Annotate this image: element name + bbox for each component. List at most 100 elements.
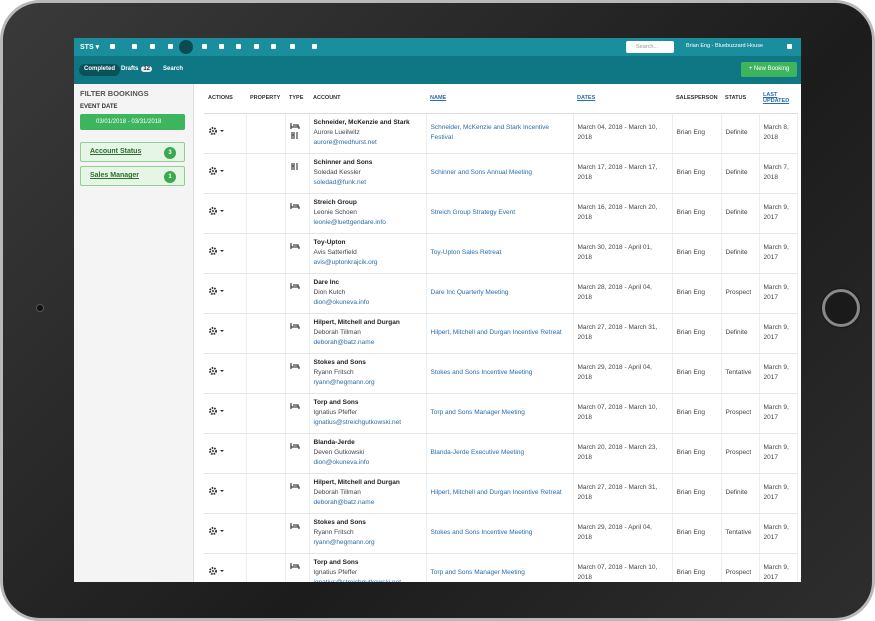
nav-icon[interactable] xyxy=(254,44,259,49)
booking-name[interactable]: Stokes and Sons Incentive Meeting xyxy=(426,352,574,394)
actions-menu[interactable] xyxy=(208,166,230,176)
contact-email[interactable]: ignatius@streichgutkowski.net xyxy=(313,419,402,426)
status: Definite xyxy=(721,232,760,274)
property-cell xyxy=(246,152,286,194)
filter-count: 3 xyxy=(164,147,176,159)
actions-menu[interactable] xyxy=(208,326,230,336)
booking-name[interactable]: Blanda-Jerde Executive Meeting xyxy=(426,432,574,474)
contact-email[interactable]: dion@okuneva.info xyxy=(313,299,370,306)
contact-email[interactable]: avis@uptonkrajcik.org xyxy=(313,259,378,266)
booking-row: Hilpert, Mitchell and Durgan Deborah Till… xyxy=(204,312,798,354)
contact-email[interactable]: deborah@batz.name xyxy=(313,499,375,506)
account-name: Schinner and Sons xyxy=(313,159,373,166)
top-nav: STS ▾ Search... Brian Eng - Bluebuzzard … xyxy=(74,38,801,56)
settings-icon[interactable] xyxy=(787,44,792,49)
actions-menu[interactable] xyxy=(208,406,230,416)
column-header[interactable]: NAME xyxy=(426,84,573,114)
booking-row: Schneider, McKenzie and Stark Aurore Luei… xyxy=(204,112,798,154)
filter[interactable]: Sales Manager 1 xyxy=(80,166,185,186)
contact-email[interactable]: leonie@luettgendare.info xyxy=(313,219,386,226)
column-header[interactable]: LAST UPDATED xyxy=(759,84,797,114)
search-box[interactable]: Search... xyxy=(626,41,674,53)
booking-name[interactable]: Schinner and Sons Annual Meeting xyxy=(426,152,574,194)
column-header: ACTIONS xyxy=(204,84,246,114)
booking-dates: March 07, 2018 - March 10, 2018 xyxy=(573,392,673,434)
booking-name[interactable]: Stokes and Sons Incentive Meeting xyxy=(426,512,574,554)
contact-email[interactable]: soledad@funk.net xyxy=(313,179,367,186)
account-cell: Dare Inc Dion Kutch dion@okuneva.info xyxy=(309,272,427,314)
type-cell xyxy=(285,312,310,354)
booking-row: Stokes and Sons Ryann Fritsch ryann@hegman… xyxy=(204,512,798,554)
nav-icon[interactable] xyxy=(290,44,295,49)
contact-name: Avis Satterfield xyxy=(313,249,357,256)
account-name: Torp and Sons xyxy=(313,559,359,566)
contact-email[interactable]: ryann@hegmann.org xyxy=(313,379,375,386)
nav-icon[interactable] xyxy=(271,44,276,49)
nav-icon[interactable] xyxy=(236,44,241,49)
column-header[interactable]: DATES xyxy=(573,84,672,114)
property-cell xyxy=(246,392,286,434)
actions-menu[interactable] xyxy=(208,446,230,456)
booking-dates: March 29, 2018 - April 04, 2018 xyxy=(573,512,673,554)
last-updated: March 9, 2017 xyxy=(759,312,798,354)
actions-menu[interactable] xyxy=(208,486,230,496)
nav-icon[interactable] xyxy=(312,44,317,49)
tab[interactable]: Completed xyxy=(79,64,121,76)
nav-icon[interactable] xyxy=(150,44,155,49)
contact-email[interactable]: ryann@hegmann.org xyxy=(313,539,375,546)
booking-name[interactable]: Dare Inc Quarterly Meeting xyxy=(426,272,574,314)
contact-name: Soledad Kessler xyxy=(313,169,361,176)
actions-menu[interactable] xyxy=(208,206,230,216)
account-name: Hilpert, Mitchell and Durgan xyxy=(313,319,400,326)
property-cell xyxy=(246,232,286,274)
tab[interactable]: Search xyxy=(163,66,184,72)
brand[interactable]: STS ▾ xyxy=(80,44,100,51)
booking-name[interactable]: Hilpert, Mitchell and Durgan Incentive R… xyxy=(426,472,574,514)
contact-email[interactable]: dion@okuneva.info xyxy=(313,459,370,466)
actions-menu[interactable] xyxy=(208,246,230,256)
filter[interactable]: Account Status 3 xyxy=(80,142,185,162)
nav-icon[interactable] xyxy=(168,44,173,49)
nav-icon[interactable] xyxy=(202,44,207,49)
actions-menu[interactable] xyxy=(208,126,230,136)
date-range-button[interactable]: 03/01/2018 - 03/31/2018 xyxy=(80,114,185,130)
nav-icon[interactable] xyxy=(132,44,137,49)
salesperson: Brian Eng xyxy=(672,552,722,582)
booking-name[interactable]: Torp and Sons Manager Meeting xyxy=(426,392,574,434)
contact-email[interactable]: ignatius@streichgutkowski.net xyxy=(314,578,422,582)
nav-icon[interactable] xyxy=(110,44,115,49)
actions-menu[interactable] xyxy=(208,526,230,536)
home-button[interactable] xyxy=(822,289,860,327)
user-menu[interactable]: Brian Eng - Bluebuzzard House xyxy=(686,43,764,49)
header-row: ACTIONS PROPERTY TYPE ACCOUNT NAME DATES SALES… xyxy=(204,84,797,114)
actions-menu[interactable] xyxy=(208,566,230,576)
actions-menu[interactable] xyxy=(208,366,230,376)
tab[interactable]: Drafts 12 xyxy=(116,64,157,76)
booking-name[interactable]: Toy-Upton Sales Retreat xyxy=(426,232,574,274)
account-line: Hilpert, Mitchell and Durgan xyxy=(314,478,422,488)
booking-dates: March 07, 2018 - March 10, 2018 xyxy=(573,552,673,582)
booking-name[interactable]: Schneider, McKenzie and Stark Incentive … xyxy=(426,112,574,154)
new-booking-button[interactable]: + New Booking xyxy=(741,62,797,77)
account-name: Stokes and Sons xyxy=(313,519,366,526)
nav-icon[interactable] xyxy=(219,44,224,49)
actions-menu[interactable] xyxy=(208,286,230,296)
contact-email[interactable]: deborah@batz.name xyxy=(313,339,375,346)
contact-email[interactable]: aurore@medhurst.net xyxy=(313,139,377,146)
contact-name: Dion Kutch xyxy=(313,289,346,296)
actions-cell xyxy=(204,472,247,514)
booking-name[interactable]: Torp and Sons Manager Meeting xyxy=(426,552,574,582)
booking-name[interactable]: Streich Group Strategy Event xyxy=(426,192,574,234)
camera xyxy=(36,304,44,312)
nav-icon-active[interactable] xyxy=(179,40,193,54)
type-cell xyxy=(285,352,310,394)
actions-cell xyxy=(204,512,247,554)
account-line: Hilpert, Mitchell and Durgan xyxy=(314,318,422,328)
actions-cell xyxy=(204,272,247,314)
booking-dates: March 28, 2018 - April 04, 2018 xyxy=(573,272,673,314)
booking-name[interactable]: Hilpert, Mitchell and Durgan Incentive R… xyxy=(426,312,574,354)
contact-name: Ignatius Pfeffer xyxy=(313,569,358,576)
property-cell xyxy=(246,552,286,582)
status: Definite xyxy=(721,472,760,514)
booking-dates: March 17, 2018 - March 17, 2018 xyxy=(573,152,673,194)
